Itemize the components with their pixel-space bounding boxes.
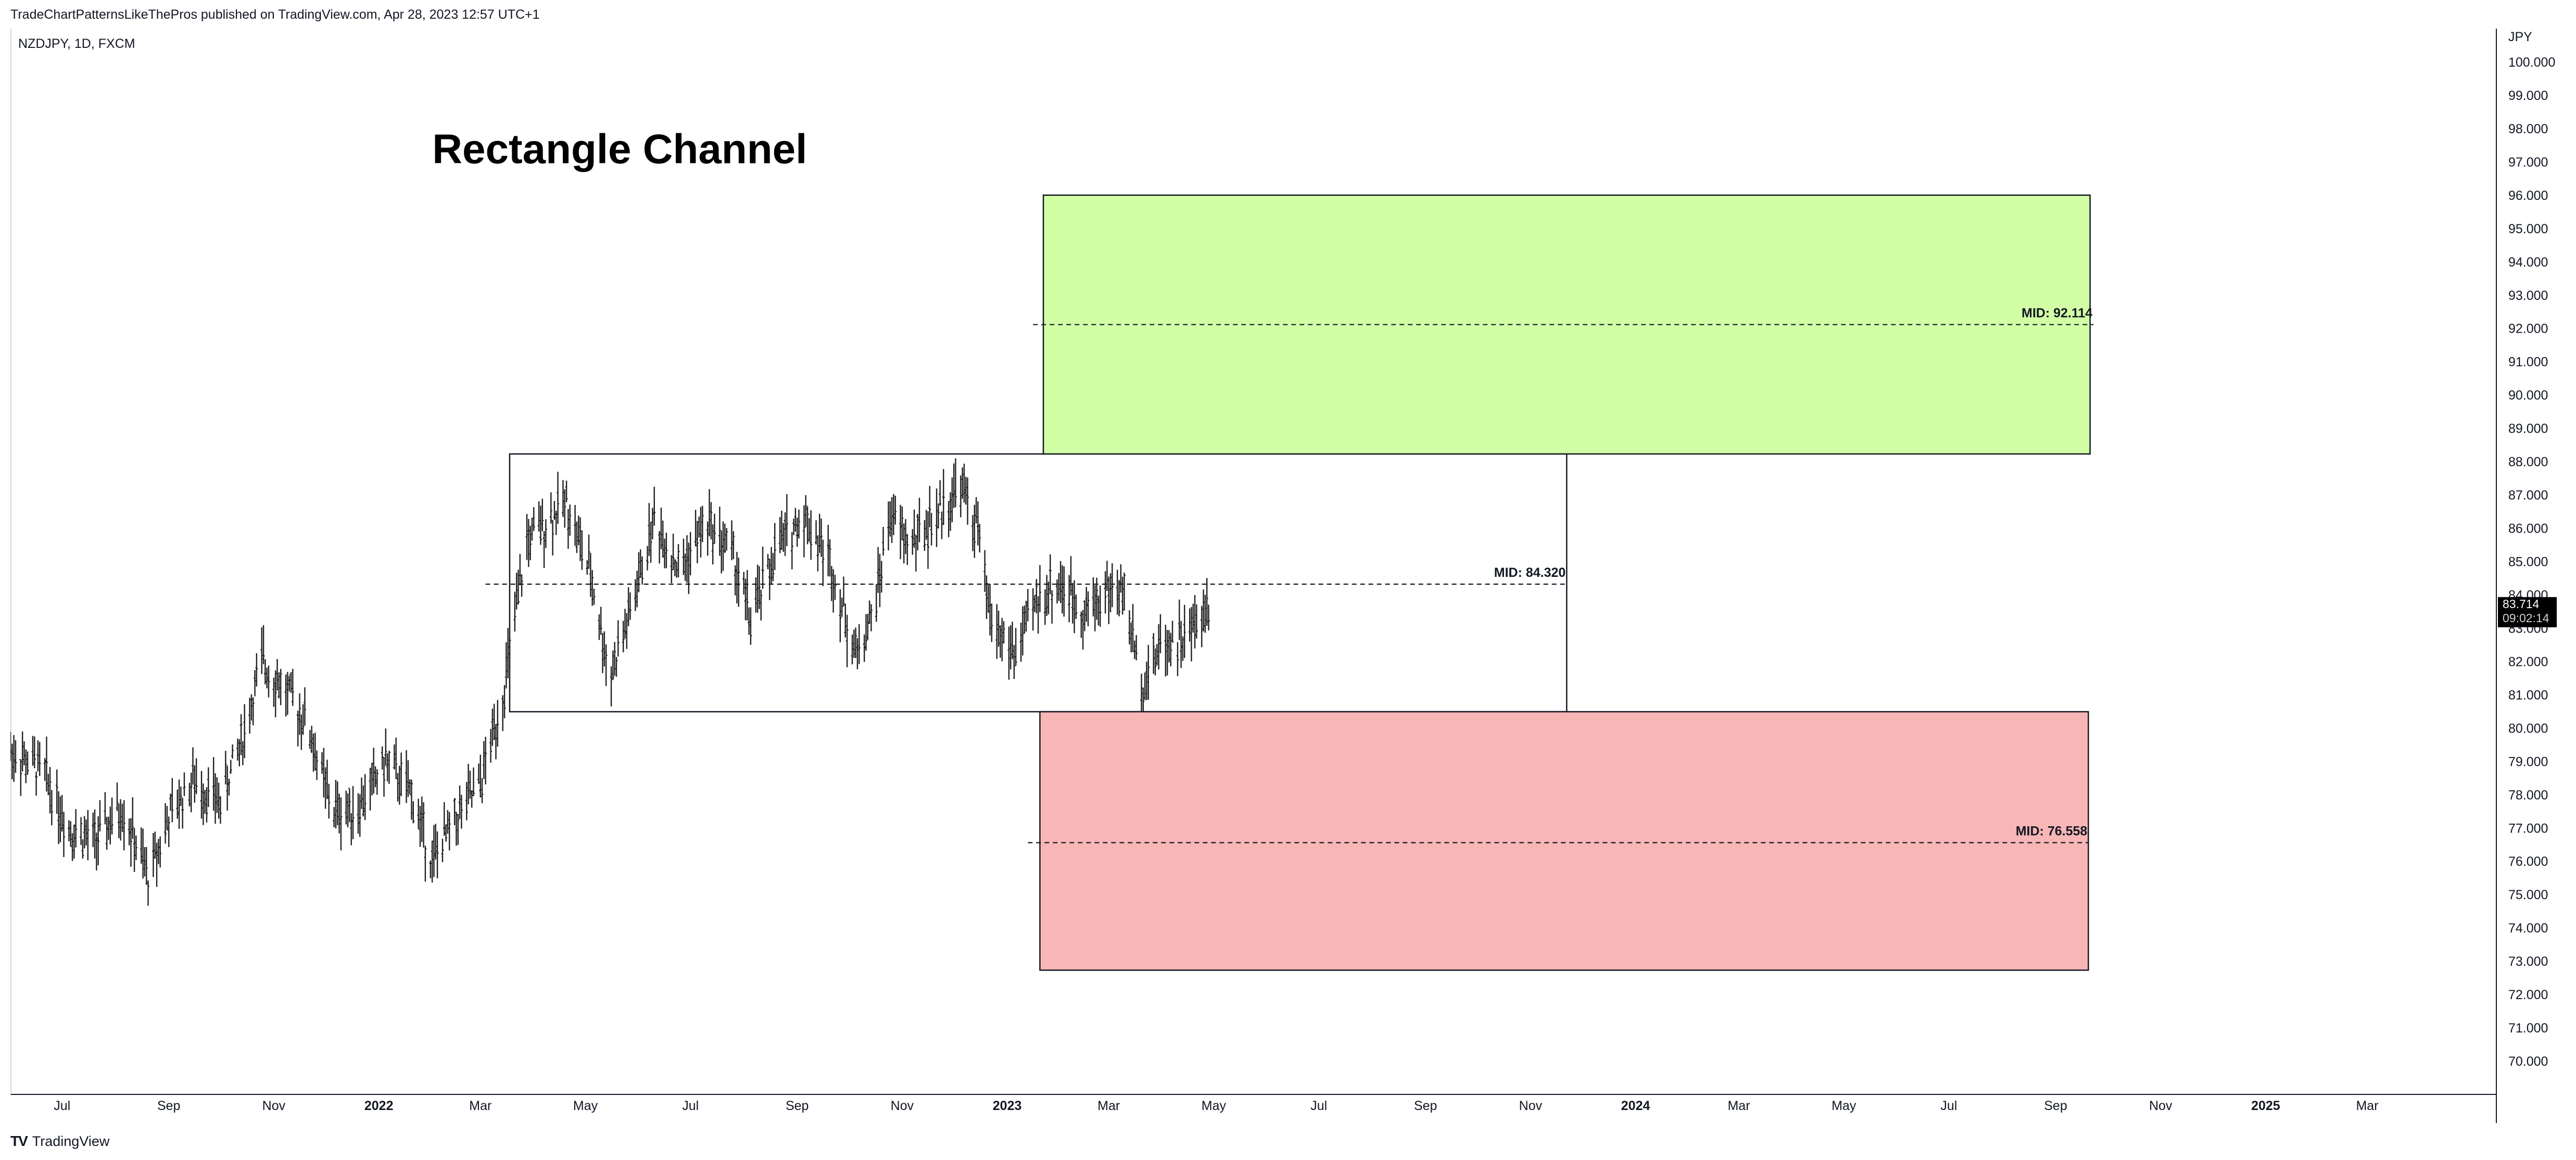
y-tick-label: 87.000 (2508, 488, 2548, 503)
x-tick-label: Jul (682, 1099, 699, 1113)
x-tick-label: Nov (891, 1099, 914, 1113)
channel-mid-label: MID: 84.320 (1494, 565, 1566, 580)
y-tick-label: 88.000 (2508, 455, 2548, 470)
x-tick-label: Sep (1414, 1099, 1437, 1113)
footer-brand[interactable]: TradingView (32, 1133, 110, 1149)
y-tick-label: 93.000 (2508, 288, 2548, 303)
x-tick-label: Nov (262, 1099, 286, 1113)
x-tick-label: Jul (1310, 1099, 1327, 1113)
y-tick-label: 70.000 (2508, 1054, 2548, 1069)
symbol-label: NZDJPY, 1D, FXCM (18, 36, 135, 51)
x-tick-label: Nov (1519, 1099, 1543, 1113)
footer: TV TradingView (10, 1131, 109, 1152)
x-tick-label: Sep (157, 1099, 180, 1113)
y-tick-label: 94.000 (2508, 255, 2548, 270)
chart[interactable]: MID: 84.320 MID: 92.114 MID: 76.558 JPY 70… (10, 29, 2576, 1123)
y-tick-label: 76.000 (2508, 854, 2548, 869)
x-tick-label: Mar (2356, 1099, 2378, 1113)
y-tick-label: 78.000 (2508, 788, 2548, 802)
drawings[interactable]: MID: 84.320 MID: 92.114 MID: 76.558 (485, 194, 2094, 971)
y-tick-label: 91.000 (2508, 355, 2548, 370)
last-price-value: 83.714 (2503, 597, 2540, 611)
y-tick-label: 96.000 (2508, 188, 2548, 203)
x-tick-label: Jul (1940, 1099, 1957, 1113)
x-tick-label: Mar (1727, 1099, 1750, 1113)
chart-title: Rectangle Channel (432, 125, 807, 172)
y-tick-label: 77.000 (2508, 821, 2548, 836)
bar-countdown: 09:02:14 (2503, 611, 2549, 625)
x-tick-label: 2022 (364, 1099, 394, 1113)
currency-label: JPY (2508, 30, 2532, 44)
y-tick-label: 71.000 (2508, 1021, 2548, 1036)
y-tick-label: 92.000 (2508, 322, 2548, 336)
red-target-box[interactable] (1039, 711, 2089, 971)
x-tick-label: 2024 (1621, 1099, 1650, 1113)
y-tick-label: 72.000 (2508, 988, 2548, 1002)
x-tick-label: 2025 (2251, 1099, 2280, 1113)
y-tick-label: 85.000 (2508, 555, 2548, 570)
y-tick-label: 74.000 (2508, 921, 2548, 936)
x-tick-label: 2023 (993, 1099, 1022, 1113)
y-tick-label: 81.000 (2508, 688, 2548, 702)
x-tick-label: Nov (2149, 1099, 2173, 1113)
y-tick-label: 80.000 (2508, 721, 2548, 736)
y-tick-label: 97.000 (2508, 155, 2548, 170)
chart-frame[interactable]: MID: 84.320 MID: 92.114 MID: 76.558 JPY 70… (10, 29, 2576, 1123)
x-tick-label: Mar (469, 1099, 491, 1113)
time-axis[interactable]: Jul Sep Nov 2022 Mar May Jul Sep Nov 2023 Mar May Ju… (54, 1099, 2378, 1113)
x-tick-label: Sep (2044, 1099, 2067, 1113)
tradingview-logo-icon[interactable]: TV (10, 1133, 28, 1149)
y-tick-label: 90.000 (2508, 388, 2548, 403)
price-bars (10, 458, 1210, 906)
green-mid-label: MID: 92.114 (2022, 306, 2092, 320)
red-mid-label: MID: 76.558 (2016, 824, 2088, 839)
x-tick-label: May (1202, 1099, 1227, 1113)
x-tick-label: May (573, 1099, 598, 1113)
published-header: TradeChartPatternsLikeThePros published … (10, 7, 540, 22)
y-tick-label: 82.000 (2508, 654, 2548, 669)
y-tick-label: 95.000 (2508, 222, 2548, 236)
price-axis[interactable]: 70.000 71.000 72.000 73.000 74.000 75.000 76.0… (2508, 55, 2555, 1069)
y-tick-label: 86.000 (2508, 522, 2548, 536)
y-tick-label: 99.000 (2508, 89, 2548, 103)
x-tick-label: May (1832, 1099, 1857, 1113)
channel-rectangle[interactable] (509, 453, 1568, 713)
x-tick-label: Sep (786, 1099, 809, 1113)
y-tick-label: 100.000 (2508, 55, 2555, 70)
y-tick-label: 89.000 (2508, 422, 2548, 436)
last-price-tag: 83.714 09:02:14 (2498, 597, 2557, 627)
x-tick-label: Jul (54, 1099, 70, 1113)
y-tick-label: 98.000 (2508, 122, 2548, 136)
y-tick-label: 73.000 (2508, 954, 2548, 969)
y-tick-label: 79.000 (2508, 754, 2548, 769)
x-tick-label: Mar (1097, 1099, 1120, 1113)
y-tick-label: 75.000 (2508, 888, 2548, 902)
